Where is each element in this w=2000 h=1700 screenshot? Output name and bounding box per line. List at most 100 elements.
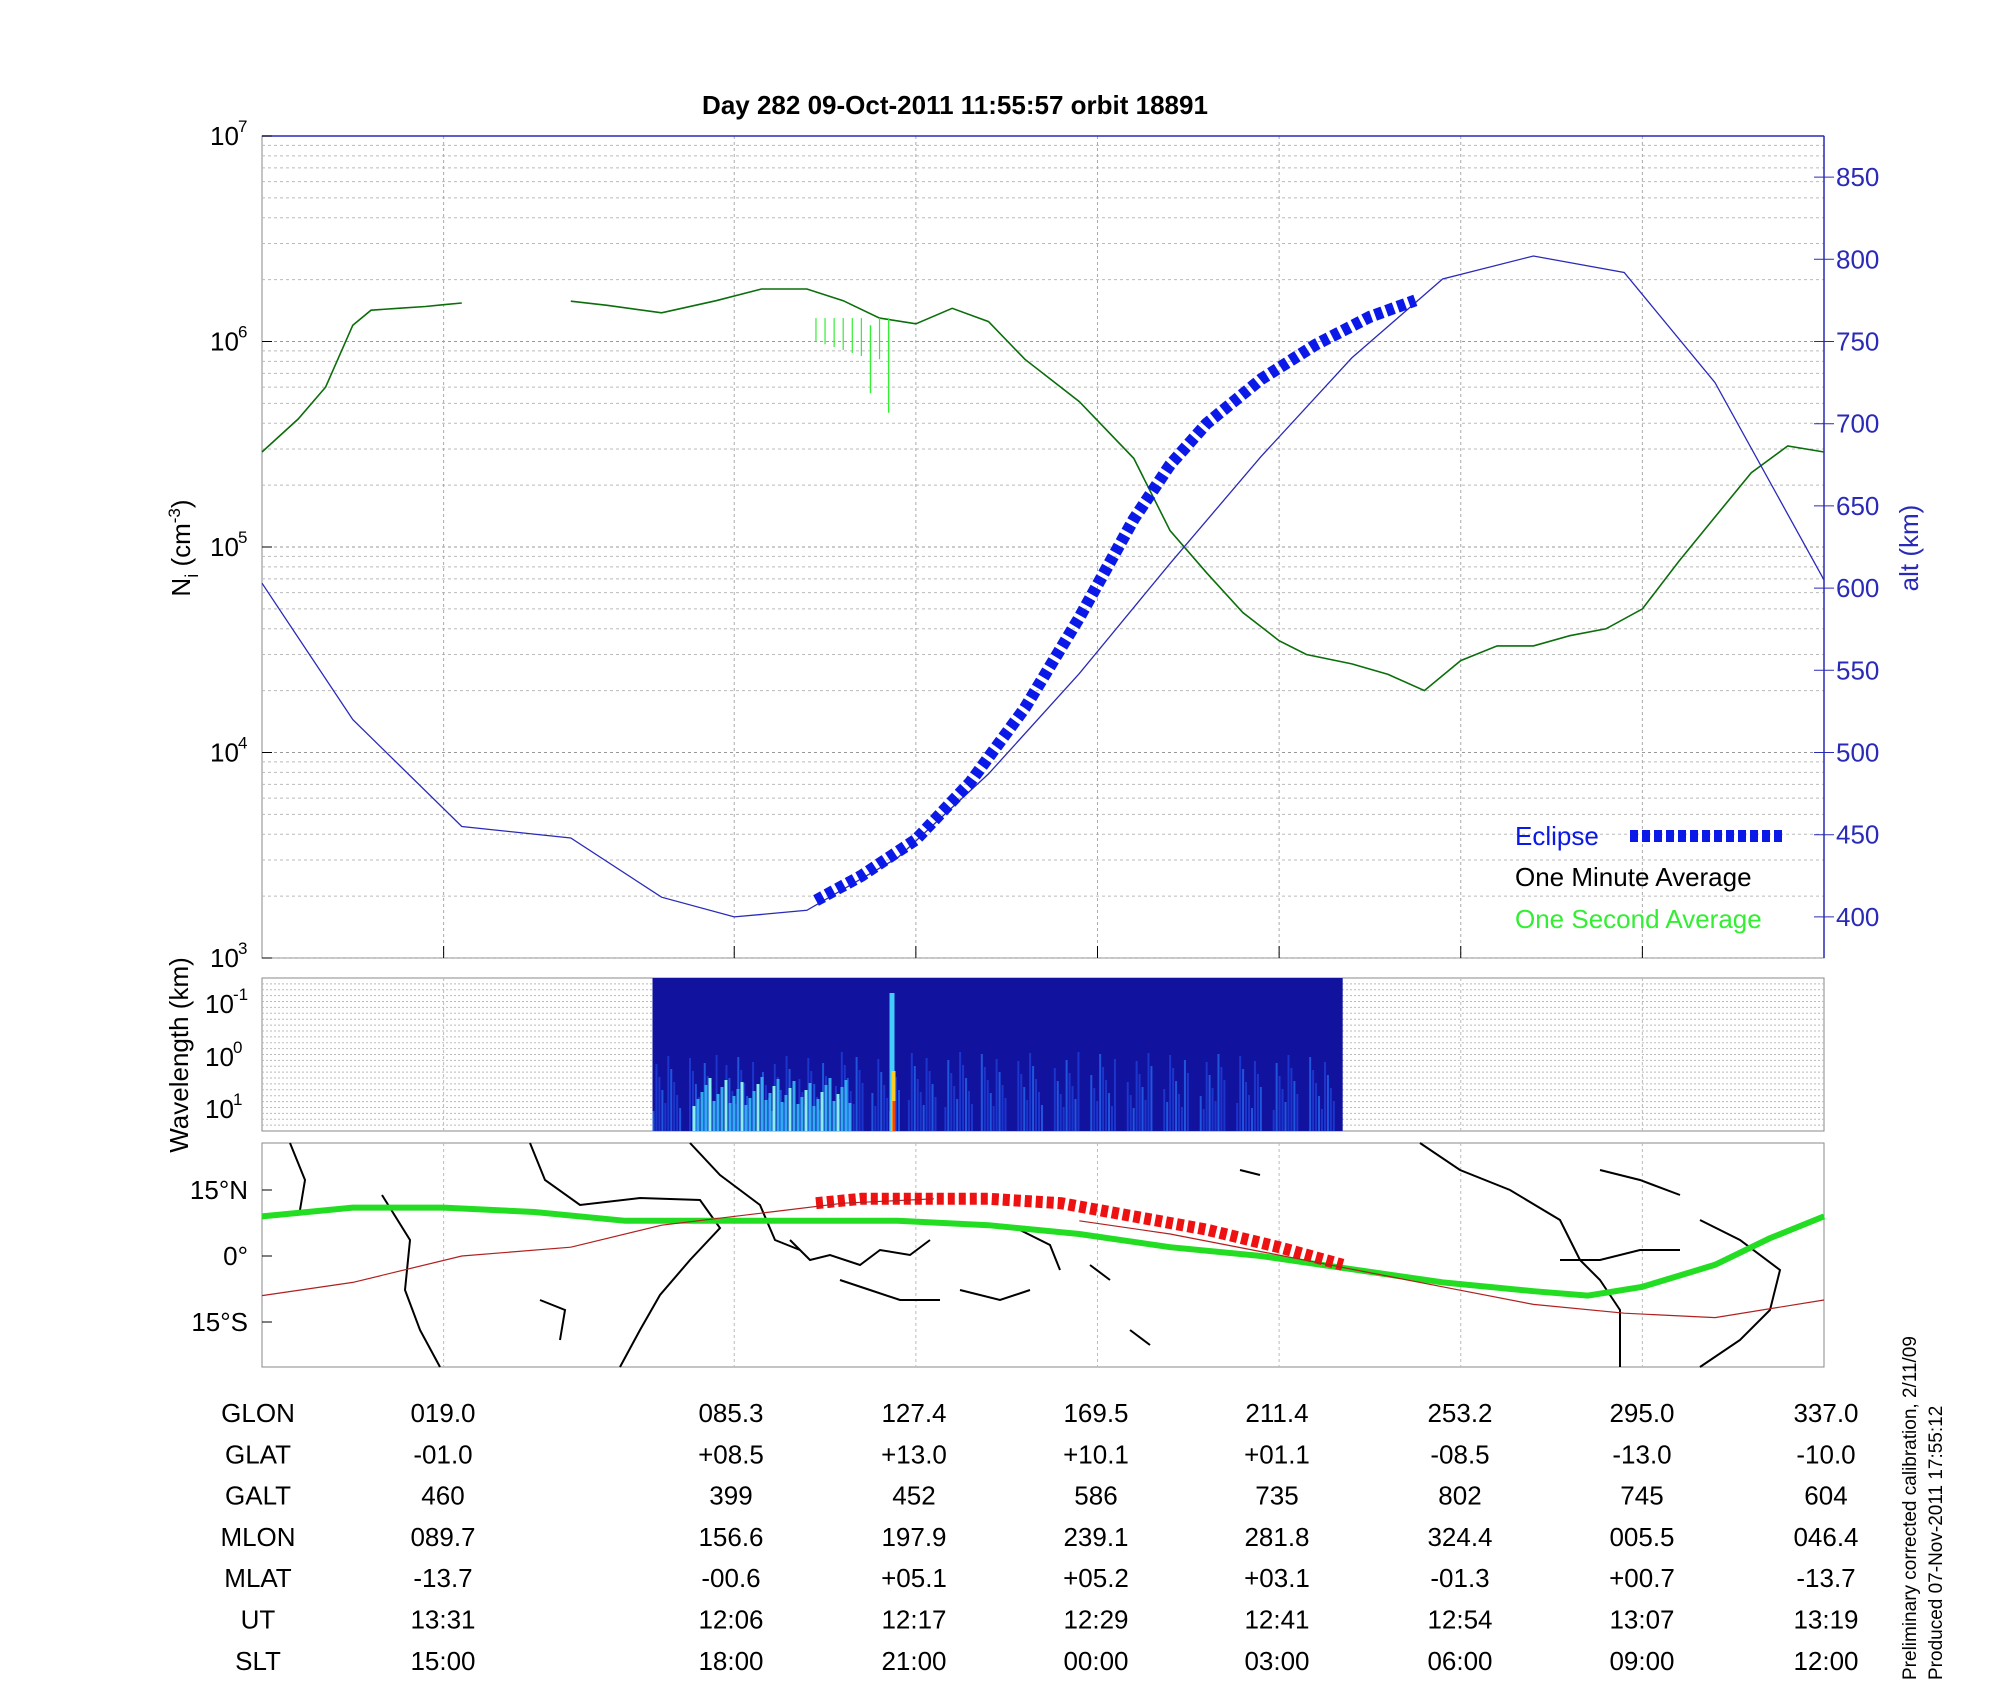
spectrogram-stripe [1323, 1062, 1326, 1131]
spectrogram-bright [732, 1096, 736, 1131]
coastline-map [289, 1142, 1782, 1368]
coastline-segment [1599, 1169, 1681, 1196]
spectrogram-stripe [694, 1084, 697, 1131]
spectrogram-stripe [1023, 1087, 1026, 1131]
orbit-cell: 604 [1804, 1481, 1847, 1511]
density-y-tick-exp: 5 [238, 528, 247, 547]
spectrogram-stripe [898, 1090, 901, 1131]
spectrogram-stripe [1250, 1108, 1253, 1131]
spectrogram-bright [764, 1100, 768, 1131]
coastline-segment [1699, 1219, 1782, 1368]
spectrogram-stripe [1040, 1105, 1043, 1131]
spectrogram-bright [812, 1106, 816, 1131]
coastline-segment [839, 1279, 940, 1301]
spectrogram-stripe [1275, 1063, 1278, 1131]
spectrogram-bright [752, 1091, 756, 1131]
spectrogram-stripe [1150, 1066, 1153, 1131]
orbit-cell: 337.0 [1793, 1398, 1858, 1428]
orbit-cell: 18:00 [698, 1646, 763, 1676]
footnote-produced: Produced 07-Nov-2011 17:55:12 [1926, 1406, 1947, 1680]
spectrogram-bright [836, 1094, 840, 1131]
map-y-axis: 15°N 0° 15°S [190, 1175, 272, 1337]
spectrogram-bright [760, 1077, 764, 1131]
spectrogram-stripe [1183, 1060, 1186, 1131]
spectrogram-stripe [1038, 1092, 1041, 1131]
spectrogram-stripe [992, 1106, 995, 1131]
spectrogram-stripe [782, 1103, 785, 1131]
spectrogram-stripe [1132, 1108, 1135, 1131]
spectrogram-stripe [986, 1080, 989, 1131]
orbit-cell: 281.8 [1244, 1522, 1309, 1552]
spectrogram-stripe [1093, 1088, 1096, 1131]
spectrogram-stripe [1166, 1102, 1169, 1131]
spectrogram-stripe [1004, 1098, 1007, 1131]
orbit-cell: 460 [421, 1481, 464, 1511]
orbit-cell: 12:54 [1427, 1605, 1492, 1635]
spectrogram-stripe [1256, 1074, 1259, 1131]
spectrogram-stripe [1211, 1088, 1214, 1131]
orbit-row-label: UT [241, 1605, 276, 1635]
spectrogram-stripe [691, 1071, 694, 1131]
coastline-segment [789, 1239, 931, 1267]
spectrogram-stripe [1020, 1074, 1023, 1131]
map-grid [443, 1143, 1643, 1367]
orbit-cell: 802 [1438, 1481, 1481, 1511]
spectrogram-stripe [1029, 1053, 1032, 1131]
orbit-cell: 15:00 [410, 1646, 475, 1676]
density-y-tick-exp: 4 [238, 734, 247, 753]
spectrogram-stripe [1099, 1054, 1102, 1131]
spectrogram-stripe [1208, 1075, 1211, 1131]
altitude-y-tick-label: 650 [1836, 491, 1879, 521]
orbit-cell: +01.1 [1244, 1439, 1310, 1469]
spectrogram-stripe [706, 1076, 709, 1131]
spectrogram-stripe [871, 1093, 874, 1131]
spectrogram-stripe [883, 1085, 886, 1131]
orbit-cell: +03.1 [1244, 1563, 1310, 1593]
orbit-cell: 12:06 [698, 1605, 763, 1635]
map-y-tick-label: 15°S [191, 1307, 248, 1337]
spectrogram-stripe [910, 1053, 913, 1131]
spectrogram-bright [692, 1106, 696, 1131]
spectrogram-bright [804, 1090, 808, 1131]
map-magnetic-equator [261, 1198, 935, 1297]
orbit-cell: 12:00 [1793, 1646, 1858, 1676]
spectrogram-stripe [1135, 1061, 1138, 1131]
spectrogram-stripe [953, 1086, 956, 1131]
spectrogram-stripe [962, 1065, 965, 1131]
spectrogram-stripe [1320, 1109, 1323, 1131]
orbit-cell: -10.0 [1796, 1439, 1855, 1469]
spectrogram-stripe [959, 1052, 962, 1131]
density-y-tick-base: 10 [210, 532, 239, 562]
spectrogram-stripe [980, 1054, 983, 1131]
spectrogram-bright [776, 1079, 780, 1131]
wavelength-tick-exp: 1 [233, 1090, 242, 1109]
spectrogram-stripe [970, 1104, 973, 1131]
spectrogram-stripe [664, 1103, 667, 1131]
spectrogram-stripe [1032, 1066, 1035, 1131]
altitude-y-tick-label: 550 [1836, 655, 1879, 685]
spectrogram-stripe [1287, 1055, 1290, 1131]
spectrogram-stripe [1105, 1080, 1108, 1131]
orbit-cell: 09:00 [1609, 1646, 1674, 1676]
spectrogram-stripe [1214, 1101, 1217, 1131]
orbit-cell: 399 [709, 1481, 752, 1511]
spectrogram-bright [748, 1098, 752, 1131]
coastline-segment [529, 1142, 722, 1368]
spectrogram-stripe [1253, 1061, 1256, 1131]
spectrogram-bright [796, 1104, 800, 1131]
wavelength-tick-base: 10 [205, 989, 234, 1019]
orbit-row-label: MLAT [224, 1563, 292, 1593]
spectrogram-stripe [1217, 1054, 1220, 1131]
spectrogram-bright [696, 1099, 700, 1131]
spectrogram-stripe [895, 1077, 898, 1131]
orbit-cell: 735 [1255, 1481, 1298, 1511]
coastline-segment [959, 1289, 1031, 1302]
wavelength-y-label: Wavelength (km) [164, 957, 194, 1153]
spectrogram-stripe [925, 1058, 928, 1131]
density-y-tick-base: 10 [210, 943, 239, 973]
spectrogram-stripe [1318, 1096, 1321, 1131]
spectrogram-stripe [1290, 1068, 1293, 1131]
map-tracks [261, 1192, 1826, 1319]
spectrogram-bright [728, 1103, 732, 1131]
